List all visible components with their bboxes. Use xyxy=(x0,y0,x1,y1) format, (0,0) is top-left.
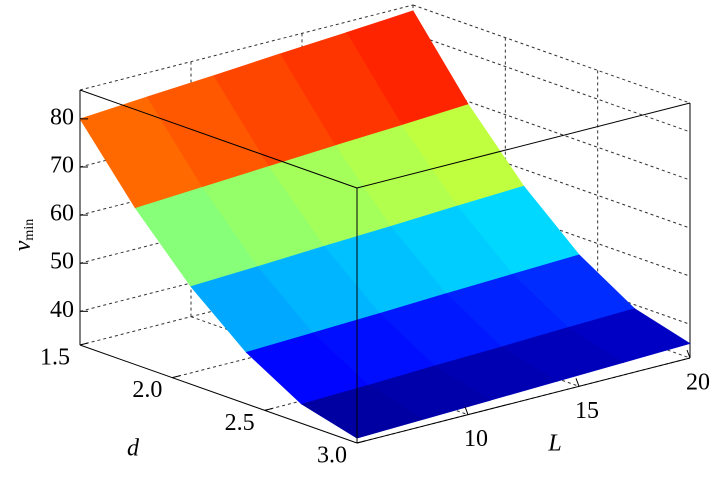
grid-line xyxy=(412,33,691,133)
x-tick-label: 20 xyxy=(686,370,710,396)
box-edge xyxy=(356,357,691,444)
x-tick-label: 15 xyxy=(575,398,599,424)
surface-patch xyxy=(300,384,425,439)
y-tick-label: 1.5 xyxy=(40,345,70,371)
z-tick-label: 40 xyxy=(50,297,74,323)
y-tick-label: 3.0 xyxy=(317,443,347,469)
surface xyxy=(79,10,691,439)
box-edge xyxy=(79,344,358,444)
tick-mark xyxy=(264,407,273,411)
box-edge xyxy=(412,4,691,104)
tick-mark xyxy=(356,440,366,444)
x-axis-label: L xyxy=(547,431,561,457)
z-tick-label: 50 xyxy=(50,249,74,275)
tick-mark xyxy=(686,349,691,359)
tick-mark xyxy=(464,406,469,415)
z-tick-label: 60 xyxy=(50,201,74,227)
tick-mark xyxy=(575,378,580,387)
z-axis-label-sub: min xyxy=(22,219,37,241)
box-edge xyxy=(356,102,691,189)
tick-mark xyxy=(79,342,89,346)
z-axis-label: vmin xyxy=(10,219,38,251)
z-tick-label: 80 xyxy=(50,104,74,130)
x-tick-label: 10 xyxy=(464,426,488,452)
tick-mark xyxy=(172,375,181,379)
y-tick-label: 2.5 xyxy=(225,410,255,436)
z-tick-label: 70 xyxy=(50,152,74,178)
y-axis-label: d xyxy=(127,436,140,462)
box-edge xyxy=(79,89,358,189)
z-axis-label-main: v xyxy=(10,240,36,251)
y-tick-label: 2.0 xyxy=(132,377,162,403)
